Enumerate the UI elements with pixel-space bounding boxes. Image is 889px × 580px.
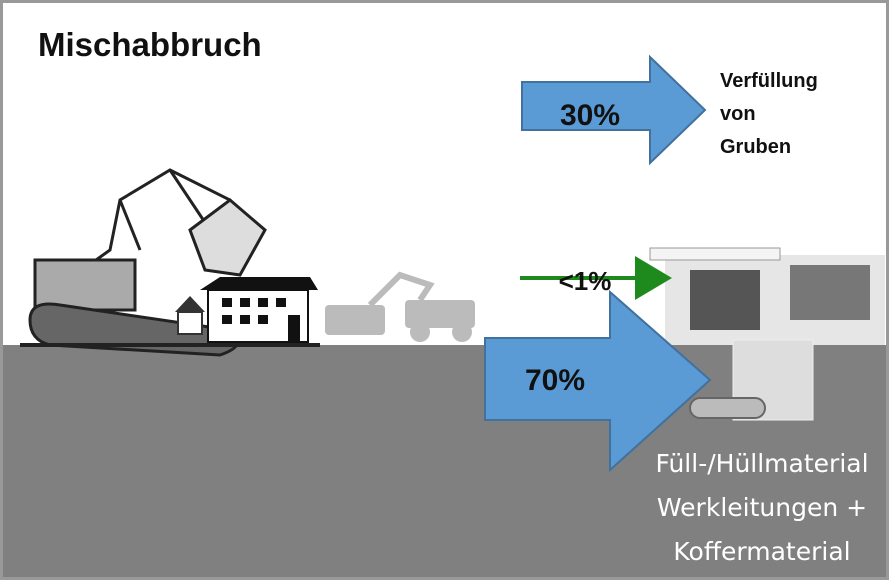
flow-share: 70% bbox=[525, 364, 585, 397]
flow-target: Füll-/Hüllmaterial bbox=[655, 449, 868, 478]
flow-share: 30% bbox=[560, 99, 620, 132]
flow-target: Koffermaterial bbox=[673, 537, 850, 566]
flow-target: Verfüllung bbox=[720, 70, 818, 92]
flow-target: von bbox=[720, 103, 756, 125]
page: {"title": "Mischabbruch", "flows": [ {"s… bbox=[0, 0, 889, 580]
flow-target: Werkleitungen + bbox=[657, 493, 867, 522]
slide: Mischabbruch 30% Verfüllung von Gruben <… bbox=[0, 0, 889, 580]
title: Mischabbruch bbox=[38, 26, 262, 63]
flow-share: <1% bbox=[559, 266, 612, 296]
flow-target: Gruben bbox=[720, 136, 791, 158]
